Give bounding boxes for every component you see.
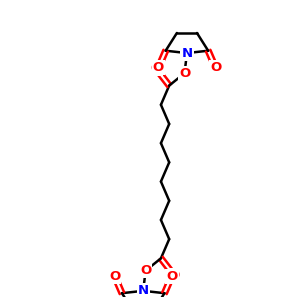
- Text: O: O: [166, 270, 178, 283]
- Text: N: N: [182, 46, 193, 60]
- Text: N: N: [138, 284, 149, 297]
- Text: O: O: [109, 270, 120, 283]
- Text: O: O: [210, 61, 221, 74]
- Text: O: O: [179, 67, 190, 80]
- Text: O: O: [153, 61, 164, 74]
- Text: O: O: [169, 269, 180, 282]
- Text: O: O: [150, 62, 161, 75]
- Text: O: O: [140, 264, 151, 277]
